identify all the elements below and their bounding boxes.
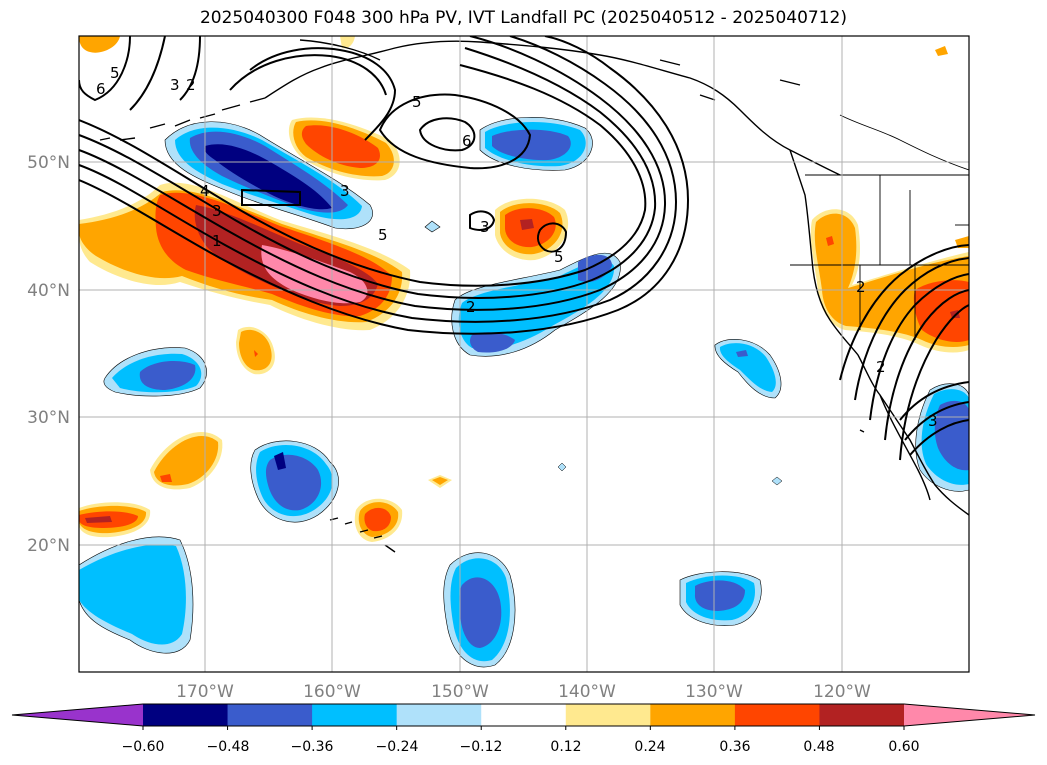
longitude-labels: 170°W 160°W 150°W 140°W 130°W 120°W xyxy=(176,682,871,702)
colorbar-segment xyxy=(481,704,567,726)
colorbar-segment xyxy=(312,704,398,726)
colorbar-tick-label: 0.12 xyxy=(550,739,581,755)
contour-label: 2 xyxy=(186,76,196,94)
contour-label: 5 xyxy=(378,226,388,244)
political-borders xyxy=(790,114,969,340)
coastlines xyxy=(99,39,969,553)
map-gridlines xyxy=(79,36,969,672)
colorbar-tick-label: 0.48 xyxy=(803,739,834,755)
lat-label-30n: 30°N xyxy=(27,408,70,428)
colorbar-segment xyxy=(650,704,736,726)
contour-label: 5 xyxy=(412,93,422,111)
contour-label: 5 xyxy=(554,248,564,266)
lat-label-20n: 20°N xyxy=(27,536,70,556)
contour-label: 3 xyxy=(170,76,180,94)
contour-label: 3 xyxy=(340,182,350,200)
lon-label-150w: 150°W xyxy=(431,682,489,702)
colorbar-tick-labels: −0.60 −0.48 −0.36 −0.24 −0.12 0.12 0.24 … xyxy=(122,739,920,755)
contour-label: 1 xyxy=(212,232,222,250)
contour-label: 2 xyxy=(466,298,476,316)
contour-label: 2 xyxy=(876,358,886,376)
map-frame xyxy=(78,35,970,673)
lat-label-50n: 50°N xyxy=(27,153,70,173)
colorbar-segment xyxy=(396,704,482,726)
colorbar-tick-label: −0.24 xyxy=(376,739,419,755)
colorbar-extend-high xyxy=(904,704,1035,726)
contour-label: 6 xyxy=(96,80,106,98)
colorbar-extend-low xyxy=(12,704,143,726)
contour-label: 2 xyxy=(856,278,866,296)
lon-label-130w: 130°W xyxy=(685,682,743,702)
colorbar-segment xyxy=(227,704,313,726)
contour-label: 4 xyxy=(200,182,210,200)
colorbar-segment xyxy=(565,704,651,726)
colorbar-segment xyxy=(143,704,229,726)
colorbar-tick-label: −0.36 xyxy=(291,739,334,755)
colorbar-tick-label: 0.36 xyxy=(719,739,750,755)
contour-label: 5 xyxy=(110,64,120,82)
colorbar-tick-label: −0.60 xyxy=(122,739,165,755)
map-title: 2025040300 F048 300 hPa PV, IVT Landfall… xyxy=(199,8,847,28)
negative-anomaly-shading xyxy=(79,117,969,668)
contour-label: 6 xyxy=(462,132,472,150)
contour-label: 3 xyxy=(212,202,222,220)
lat-label-40n: 40°N xyxy=(27,281,70,301)
lon-label-140w: 140°W xyxy=(558,682,616,702)
colorbar-tick-label: −0.12 xyxy=(460,739,503,755)
pv-contours xyxy=(79,36,969,461)
lon-label-120w: 120°W xyxy=(813,682,871,702)
colorbar xyxy=(11,703,1036,730)
colorbar-segment xyxy=(734,704,820,726)
map-plot-area: 6 5 3 2 5 6 4 3 1 3 3 5 5 2 2 3 2 xyxy=(79,36,969,672)
contour-label: 3 xyxy=(928,412,938,430)
colorbar-tick-label: −0.48 xyxy=(207,739,250,755)
colorbar-tick-label: 0.60 xyxy=(888,739,919,755)
lon-label-170w: 170°W xyxy=(176,682,234,702)
latitude-labels: 50°N 40°N 30°N 20°N xyxy=(27,153,70,556)
colorbar-tick-label: 0.24 xyxy=(634,739,665,755)
lon-label-160w: 160°W xyxy=(303,682,361,702)
contour-labels: 6 5 3 2 5 6 4 3 1 3 3 5 5 2 2 3 2 xyxy=(96,64,938,430)
contour-label: 3 xyxy=(480,218,490,236)
colorbar-segment xyxy=(819,704,905,726)
